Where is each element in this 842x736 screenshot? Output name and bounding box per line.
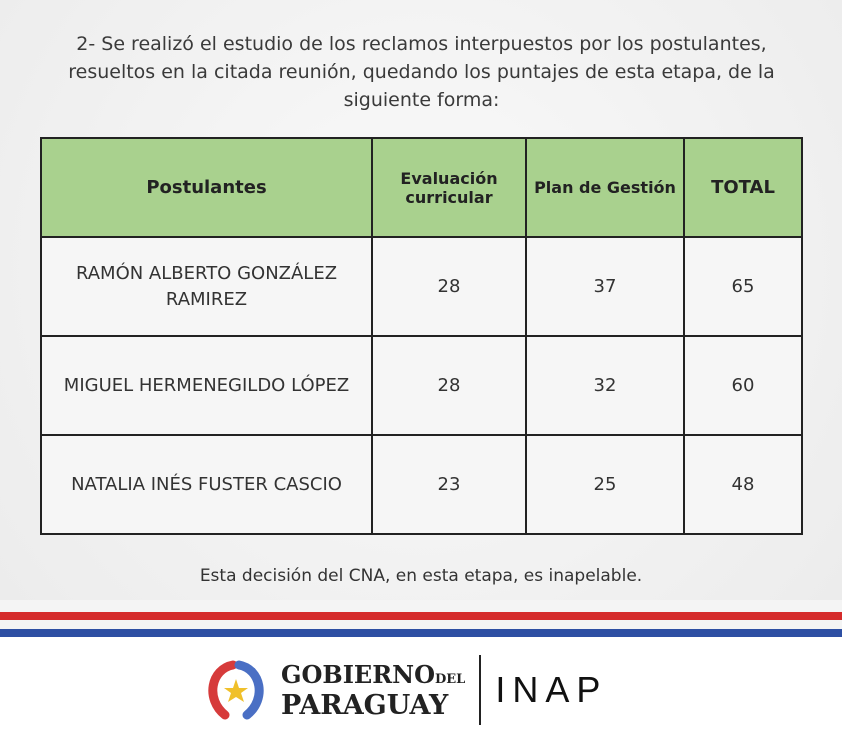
- header-evaluacion: Evaluación curricular: [371, 137, 527, 238]
- cell-evaluacion: 28: [371, 335, 527, 436]
- gobierno-del-paraguay-wordmark: GOBIERNODEL PARAGUAY: [281, 659, 466, 721]
- intro-paragraph: 2- Se realizó el estudio de los reclamos…: [68, 33, 775, 111]
- header-total: TOTAL: [683, 137, 803, 238]
- note: Esta decisión del CNA, en esta etapa, es…: [199, 566, 643, 586]
- cell-name: RAMÓN ALBERTO GONZÁLEZ RAMIREZ: [40, 236, 373, 337]
- cell-name: NATALIA INÉS FUSTER CASCIO: [40, 434, 373, 535]
- table-header: Postulantes Evaluación curricular Plan d…: [40, 137, 803, 238]
- table-row: MIGUEL HERMENEGILDO LÓPEZ 28 32 60: [40, 335, 803, 436]
- header-plan: Plan de Gestión: [525, 137, 685, 238]
- cell-evaluacion: 23: [371, 434, 527, 535]
- cell-plan: 37: [525, 236, 685, 337]
- header-postulantes: Postulantes: [40, 137, 373, 238]
- flag-blue-stripe: [0, 629, 842, 637]
- cell-evaluacion: 28: [371, 236, 527, 337]
- cell-total: 65: [683, 236, 803, 337]
- cell-plan: 25: [525, 434, 685, 535]
- paraguay-emblem-icon: [208, 660, 264, 720]
- cell-total: 48: [683, 434, 803, 535]
- cell-name: MIGUEL HERMENEGILDO LÓPEZ: [40, 335, 373, 436]
- gov-line2: PARAGUAY: [281, 689, 449, 721]
- flag-red-stripe: [0, 612, 842, 620]
- logo-divider: [479, 655, 482, 725]
- table-row: RAMÓN ALBERTO GONZÁLEZ RAMIREZ 28 37 65: [40, 236, 803, 337]
- footer-logo: GOBIERNODEL PARAGUAY INAP: [203, 655, 607, 725]
- footer: [0, 637, 842, 736]
- table-row: NATALIA INÉS FUSTER CASCIO 23 25 48: [40, 434, 803, 535]
- cell-total: 60: [683, 335, 803, 436]
- gov-del: DEL: [435, 671, 466, 687]
- gov-line1: GOBIERNO: [281, 659, 435, 689]
- scores-table: Postulantes Evaluación curricular Plan d…: [40, 137, 803, 535]
- cell-plan: 32: [525, 335, 685, 436]
- inap-wordmark: INAP: [495, 669, 608, 710]
